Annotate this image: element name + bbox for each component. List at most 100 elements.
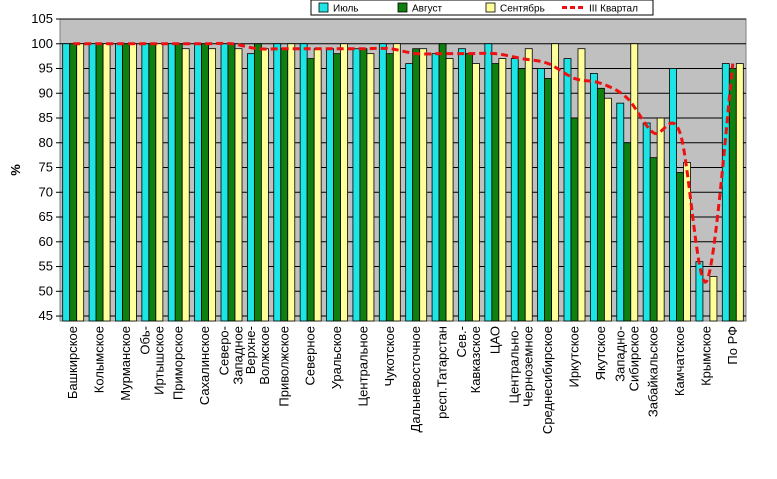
x-tick-label: Сахалинское — [197, 326, 212, 405]
bar — [167, 43, 176, 322]
bar — [676, 172, 684, 322]
bar — [498, 58, 507, 322]
x-tick-label: Дальневосточное — [408, 326, 423, 432]
x-tick-label-line: респ.Татарстан — [435, 326, 450, 419]
bar — [102, 43, 111, 322]
x-tick-label: Уральское — [329, 326, 344, 389]
bar — [313, 48, 322, 322]
bar — [95, 43, 104, 322]
y-tick-label: 55 — [39, 259, 53, 274]
bar — [491, 63, 500, 322]
bar — [326, 48, 334, 322]
legend-label: III Квартал — [589, 4, 638, 15]
bar — [359, 48, 368, 322]
bar — [431, 53, 440, 322]
x-tick-label-line: Черноземное — [521, 326, 536, 407]
x-tick-label: Среднесибирское — [540, 326, 555, 434]
bar — [465, 53, 473, 322]
bar — [616, 102, 625, 322]
quarter-line-path — [73, 41, 735, 284]
bar — [174, 43, 183, 322]
bar — [129, 43, 137, 322]
x-tick-label: По РФ — [725, 326, 740, 365]
x-tick-label: Центрально- Черноземное — [507, 326, 536, 407]
y-tick-label: 75 — [39, 160, 53, 175]
legend-label: Сентябрь — [500, 3, 545, 15]
x-tick-label-line: Сибирское — [626, 326, 641, 391]
bar — [220, 43, 229, 322]
bar — [122, 43, 130, 322]
bar — [208, 48, 217, 322]
bar — [458, 48, 466, 322]
bar — [438, 43, 447, 322]
x-tick-label-line: Забайкальское — [646, 326, 661, 417]
bar — [419, 48, 428, 322]
bars — [62, 43, 744, 322]
legend: Июль Август Сентябрь III Квартал — [310, 0, 654, 16]
x-tick-label: Иркутское — [567, 326, 582, 388]
bar — [412, 48, 421, 322]
legend-swatch — [485, 2, 496, 13]
legend-swatch — [397, 2, 408, 13]
bar — [194, 43, 203, 322]
x-tick-label: Колымское — [92, 326, 107, 393]
x-tick-label-line: Иртышское — [151, 326, 166, 395]
bar — [709, 276, 718, 322]
x-tick-label-line: Северо- — [217, 326, 232, 375]
bar — [340, 43, 348, 322]
y-axis-label: % — [8, 164, 23, 176]
x-tick-label-line: Северное — [303, 326, 318, 385]
bar — [227, 43, 236, 322]
bar — [88, 43, 97, 322]
y-axis-ticks: 45 50 55 60 65 70 75 80 85 90 95 100 105 — [31, 11, 60, 323]
bar — [201, 43, 210, 322]
bar — [287, 43, 296, 322]
y-tick-label: 60 — [39, 234, 53, 249]
x-tick-label: ЦАО — [487, 326, 502, 354]
bar — [181, 48, 190, 322]
bar — [551, 43, 560, 322]
x-tick-label: Центральное — [355, 326, 370, 406]
x-tick-label-line: Приволжское — [276, 326, 291, 407]
bar — [589, 73, 598, 322]
bar — [524, 48, 533, 322]
bar — [570, 117, 579, 322]
x-tick-label: Северо- Западное — [217, 326, 246, 385]
bar — [234, 48, 243, 322]
x-tick-label: Забайкальское — [646, 326, 661, 417]
bar — [76, 43, 85, 322]
bar — [517, 68, 526, 322]
x-tick-label: Сев.- Кавказское — [454, 326, 483, 393]
y-tick-label: 70 — [39, 184, 53, 199]
x-tick-label-line: Приморское — [171, 326, 186, 400]
x-tick-label: Западно- Сибирское — [612, 326, 641, 391]
bar — [385, 53, 394, 322]
x-tick-label-line: Среднесибирское — [540, 326, 555, 434]
x-tick-label: Якутское — [593, 326, 608, 380]
bar — [484, 43, 493, 322]
bar — [366, 53, 375, 322]
bar — [299, 43, 308, 322]
bar — [148, 43, 157, 322]
x-tick-label-line: Колымское — [92, 326, 107, 393]
x-tick-label-line: По РФ — [725, 326, 740, 365]
bar — [472, 63, 480, 322]
y-tick-label: 45 — [39, 308, 53, 323]
bar — [333, 53, 341, 322]
y-tick-label: 90 — [39, 85, 53, 100]
bar — [141, 43, 150, 322]
bar — [392, 43, 401, 322]
y-tick-label: 80 — [39, 135, 53, 150]
x-tick-label-line: Дальневосточное — [408, 326, 423, 432]
y-tick-label: 85 — [39, 110, 53, 125]
x-tick-label-line: Верхне- — [243, 326, 258, 374]
x-tick-label: Камчатское — [672, 326, 687, 396]
x-tick-label: Северное — [303, 326, 318, 385]
bar — [669, 68, 677, 322]
bar — [273, 43, 282, 322]
bar — [246, 53, 255, 322]
x-tick-label-line: Сахалинское — [197, 326, 212, 405]
bar — [69, 43, 78, 322]
bar — [596, 87, 605, 322]
x-tick-label-line: Чукотское — [382, 326, 397, 387]
